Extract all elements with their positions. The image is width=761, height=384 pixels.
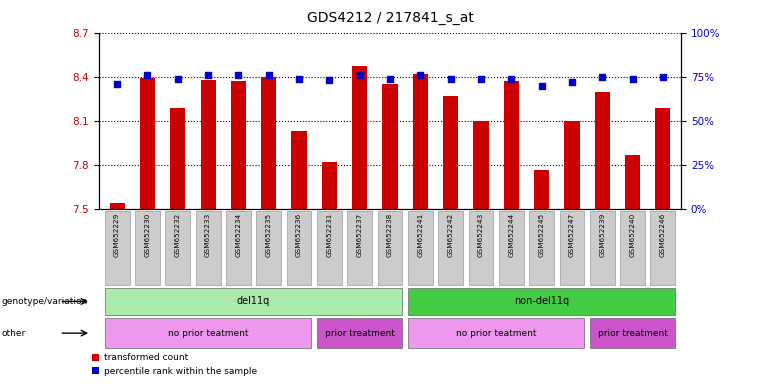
Text: del11q: del11q [237, 296, 270, 306]
Text: other: other [2, 329, 26, 338]
FancyBboxPatch shape [438, 211, 463, 285]
Bar [504, 81, 519, 209]
Bar [625, 155, 640, 209]
FancyBboxPatch shape [226, 211, 251, 285]
Bar [110, 204, 125, 209]
FancyBboxPatch shape [196, 211, 221, 285]
Bar [412, 74, 428, 209]
FancyBboxPatch shape [105, 318, 311, 348]
Point [475, 76, 487, 82]
Bar [655, 108, 670, 209]
Text: GSM652233: GSM652233 [205, 212, 211, 257]
Bar [140, 78, 155, 209]
Point [414, 72, 426, 78]
FancyBboxPatch shape [105, 288, 403, 315]
FancyBboxPatch shape [347, 211, 372, 285]
Point [505, 76, 517, 82]
Bar [200, 80, 215, 209]
Point [111, 81, 123, 87]
FancyBboxPatch shape [590, 318, 675, 348]
Point [626, 76, 638, 82]
Point [202, 72, 214, 78]
Text: GSM652231: GSM652231 [326, 212, 333, 257]
FancyBboxPatch shape [559, 211, 584, 285]
Point [232, 72, 244, 78]
FancyBboxPatch shape [499, 211, 524, 285]
Bar [291, 131, 307, 209]
Point [263, 72, 275, 78]
Point [596, 74, 608, 80]
FancyBboxPatch shape [105, 211, 129, 285]
Text: GSM652229: GSM652229 [114, 212, 120, 257]
Point [293, 76, 305, 82]
Bar [443, 96, 458, 209]
Bar [231, 81, 246, 209]
Bar [352, 66, 368, 209]
Text: GSM652230: GSM652230 [145, 212, 151, 257]
Text: GSM652237: GSM652237 [357, 212, 363, 257]
Text: GSM652244: GSM652244 [508, 212, 514, 257]
Text: GDS4212 / 217841_s_at: GDS4212 / 217841_s_at [307, 11, 473, 25]
FancyBboxPatch shape [529, 211, 554, 285]
Text: prior treatment: prior treatment [597, 329, 667, 338]
FancyBboxPatch shape [377, 211, 403, 285]
Point [536, 83, 548, 89]
Text: GSM652242: GSM652242 [447, 212, 454, 257]
FancyBboxPatch shape [317, 211, 342, 285]
Text: GSM652240: GSM652240 [629, 212, 635, 257]
Text: prior treatment: prior treatment [325, 329, 395, 338]
FancyBboxPatch shape [651, 211, 675, 285]
Bar [565, 121, 580, 209]
Point [657, 74, 669, 80]
FancyBboxPatch shape [469, 211, 493, 285]
Text: GSM652247: GSM652247 [569, 212, 575, 257]
FancyBboxPatch shape [408, 318, 584, 348]
Text: genotype/variation: genotype/variation [2, 297, 88, 306]
Text: GSM652235: GSM652235 [266, 212, 272, 257]
Point [566, 79, 578, 85]
FancyBboxPatch shape [256, 211, 281, 285]
Text: GSM652241: GSM652241 [417, 212, 423, 257]
Text: GSM652239: GSM652239 [599, 212, 605, 257]
Legend: transformed count, percentile rank within the sample: transformed count, percentile rank withi… [88, 350, 260, 379]
Bar [534, 170, 549, 209]
FancyBboxPatch shape [165, 211, 190, 285]
Text: GSM652238: GSM652238 [387, 212, 393, 257]
Text: GSM652243: GSM652243 [478, 212, 484, 257]
FancyBboxPatch shape [408, 211, 433, 285]
FancyBboxPatch shape [590, 211, 615, 285]
FancyBboxPatch shape [287, 211, 311, 285]
Text: no prior teatment: no prior teatment [456, 329, 537, 338]
Point [323, 77, 336, 83]
FancyBboxPatch shape [135, 211, 160, 285]
FancyBboxPatch shape [620, 211, 645, 285]
Text: GSM652232: GSM652232 [175, 212, 181, 257]
Point [172, 76, 184, 82]
Text: no prior teatment: no prior teatment [168, 329, 248, 338]
Point [384, 76, 396, 82]
Point [444, 76, 457, 82]
Text: non-del11q: non-del11q [514, 296, 569, 306]
Text: GSM652245: GSM652245 [539, 212, 545, 257]
Bar [170, 108, 186, 209]
Point [354, 72, 366, 78]
Bar [383, 84, 397, 209]
Text: GSM652236: GSM652236 [296, 212, 302, 257]
FancyBboxPatch shape [317, 318, 403, 348]
Text: GSM652234: GSM652234 [235, 212, 241, 257]
Text: GSM652246: GSM652246 [660, 212, 666, 257]
Bar [322, 162, 337, 209]
FancyBboxPatch shape [408, 288, 675, 315]
Point [142, 72, 154, 78]
Bar [594, 91, 610, 209]
Bar [261, 77, 276, 209]
Bar [473, 121, 489, 209]
